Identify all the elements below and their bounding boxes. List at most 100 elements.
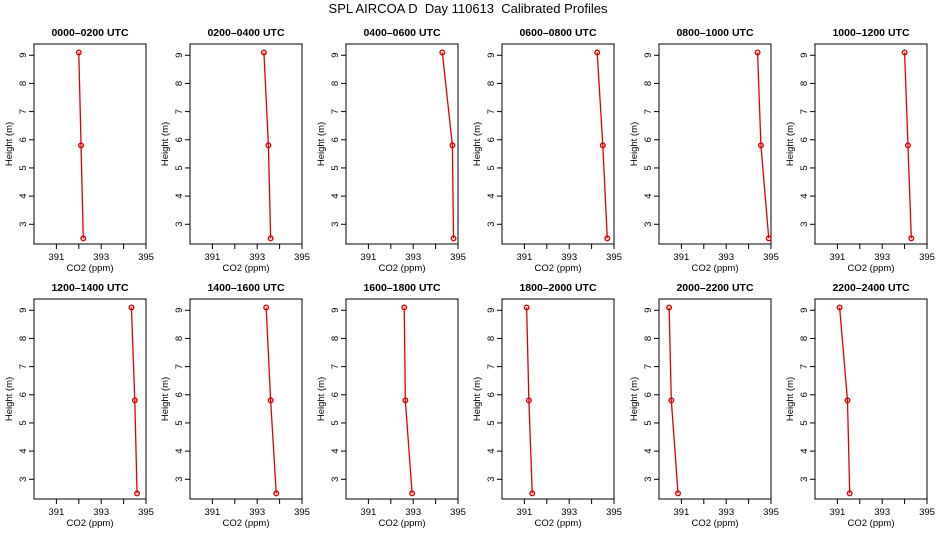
profile-point — [836, 304, 843, 311]
x-axis-label: CO2 (ppm) — [848, 518, 895, 529]
profile-point — [265, 142, 272, 149]
x-tick-label: 393 — [561, 252, 577, 263]
panel-title: 2000–2200 UTC — [676, 282, 753, 294]
profile-point — [128, 304, 135, 311]
x-tick-label: 395 — [450, 252, 466, 263]
profile-line — [838, 307, 851, 494]
profile-point — [904, 142, 911, 149]
y-tick-label: 8 — [643, 81, 654, 86]
x-tick-label: 393 — [249, 507, 265, 518]
y-tick-label: 8 — [330, 81, 341, 86]
y-tick-label: 6 — [18, 137, 29, 142]
profile-point — [844, 397, 851, 404]
x-axis-label: CO2 (ppm) — [223, 263, 270, 274]
x-axis-label: CO2 (ppm) — [692, 518, 739, 529]
y-axis-label: Height (m) — [4, 122, 15, 166]
y-tick-label: 9 — [799, 308, 810, 313]
y-tick-label: 6 — [643, 392, 654, 397]
y-tick-label: 5 — [174, 420, 185, 425]
profile-point — [267, 235, 274, 242]
x-axis-label: CO2 (ppm) — [67, 518, 114, 529]
plot-frame — [345, 43, 459, 245]
x-tick-label: 393 — [405, 507, 421, 518]
y-tick-label: 4 — [643, 448, 654, 453]
profile-point — [449, 142, 456, 149]
y-tick-label: 7 — [486, 109, 497, 114]
profile-point — [846, 490, 853, 497]
y-tick-label: 9 — [486, 308, 497, 313]
y-tick-label: 7 — [174, 109, 185, 114]
y-tick-label: 6 — [330, 137, 341, 142]
x-tick-label: 391 — [829, 252, 845, 263]
y-tick-label: 7 — [486, 364, 497, 369]
y-tick-label: 3 — [643, 222, 654, 227]
profile-line — [403, 307, 413, 494]
x-tick-label: 395 — [294, 507, 310, 518]
profile-point — [529, 490, 536, 497]
y-tick-label: 4 — [174, 448, 185, 453]
y-tick-label: 8 — [799, 336, 810, 341]
y-tick-label: 9 — [174, 308, 185, 313]
panel-title: 0400–0600 UTC — [363, 27, 440, 39]
y-tick-label: 8 — [330, 336, 341, 341]
y-tick-label: 5 — [486, 420, 497, 425]
profile-point — [450, 235, 457, 242]
y-tick-label: 6 — [330, 392, 341, 397]
profile-point — [599, 142, 606, 149]
plot-frame — [658, 298, 772, 500]
profile-point — [754, 49, 761, 56]
plot-frame — [814, 298, 928, 500]
y-tick-label: 3 — [643, 477, 654, 482]
profile-point — [409, 490, 416, 497]
profile-point — [525, 397, 532, 404]
chart-panel: 0600–0800 UTC 391 393 395 3 4 5 6 7 8 9 CO2 (ppm) He… — [472, 27, 622, 274]
y-tick-label: 7 — [799, 109, 810, 114]
y-tick-label: 3 — [486, 477, 497, 482]
x-tick-label: 395 — [138, 252, 154, 263]
x-tick-label: 393 — [561, 507, 577, 518]
profile-point — [908, 235, 915, 242]
chart-panel: 0200–0400 UTC 391 393 395 3 4 5 6 7 8 9 CO2 (ppm) He… — [160, 27, 310, 274]
profile-point — [402, 397, 409, 404]
x-tick-label: 395 — [763, 252, 779, 263]
y-tick-label: 4 — [486, 193, 497, 198]
chart-panel: 2200–2400 UTC 391 393 395 3 4 5 6 7 8 9 CO2 (ppm) He… — [785, 282, 935, 529]
panel-title: 1000–1200 UTC — [832, 27, 909, 39]
y-tick-label: 7 — [330, 364, 341, 369]
y-tick-label: 6 — [174, 137, 185, 142]
y-tick-label: 7 — [643, 364, 654, 369]
y-axis-label: Height (m) — [160, 122, 171, 166]
profile-point — [439, 49, 446, 56]
plot-frame — [189, 43, 303, 245]
y-tick-label: 8 — [18, 81, 29, 86]
x-tick-label: 391 — [204, 252, 220, 263]
y-tick-label: 5 — [643, 165, 654, 170]
panel-title: 0600–0800 UTC — [519, 27, 596, 39]
y-tick-label: 6 — [18, 392, 29, 397]
y-tick-label: 5 — [330, 420, 341, 425]
y-tick-label: 9 — [486, 53, 497, 58]
y-tick-label: 8 — [486, 336, 497, 341]
y-tick-label: 8 — [18, 336, 29, 341]
panel-title: 1400–1600 UTC — [207, 282, 284, 294]
profile-point — [267, 397, 274, 404]
chart-panel: 1200–1400 UTC 391 393 395 3 4 5 6 7 8 9 CO2 (ppm) He… — [4, 282, 154, 529]
y-tick-label: 4 — [486, 448, 497, 453]
x-tick-label: 391 — [204, 507, 220, 518]
y-tick-label: 9 — [643, 53, 654, 58]
panel-title: 1600–1800 UTC — [363, 282, 440, 294]
y-tick-label: 5 — [643, 420, 654, 425]
profile-point — [78, 142, 85, 149]
x-tick-label: 395 — [450, 507, 466, 518]
chart-panel: 0400–0600 UTC 391 393 395 3 4 5 6 7 8 9 CO2 (ppm) He… — [316, 27, 466, 274]
y-tick-label: 9 — [330, 308, 341, 313]
x-tick-label: 391 — [516, 507, 532, 518]
y-tick-label: 6 — [486, 137, 497, 142]
y-axis-label: Height (m) — [4, 377, 15, 421]
y-tick-label: 5 — [18, 420, 29, 425]
x-tick-label: 395 — [919, 507, 935, 518]
y-tick-label: 6 — [799, 137, 810, 142]
panel-title: 0800–1000 UTC — [676, 27, 753, 39]
x-tick-label: 391 — [673, 507, 689, 518]
